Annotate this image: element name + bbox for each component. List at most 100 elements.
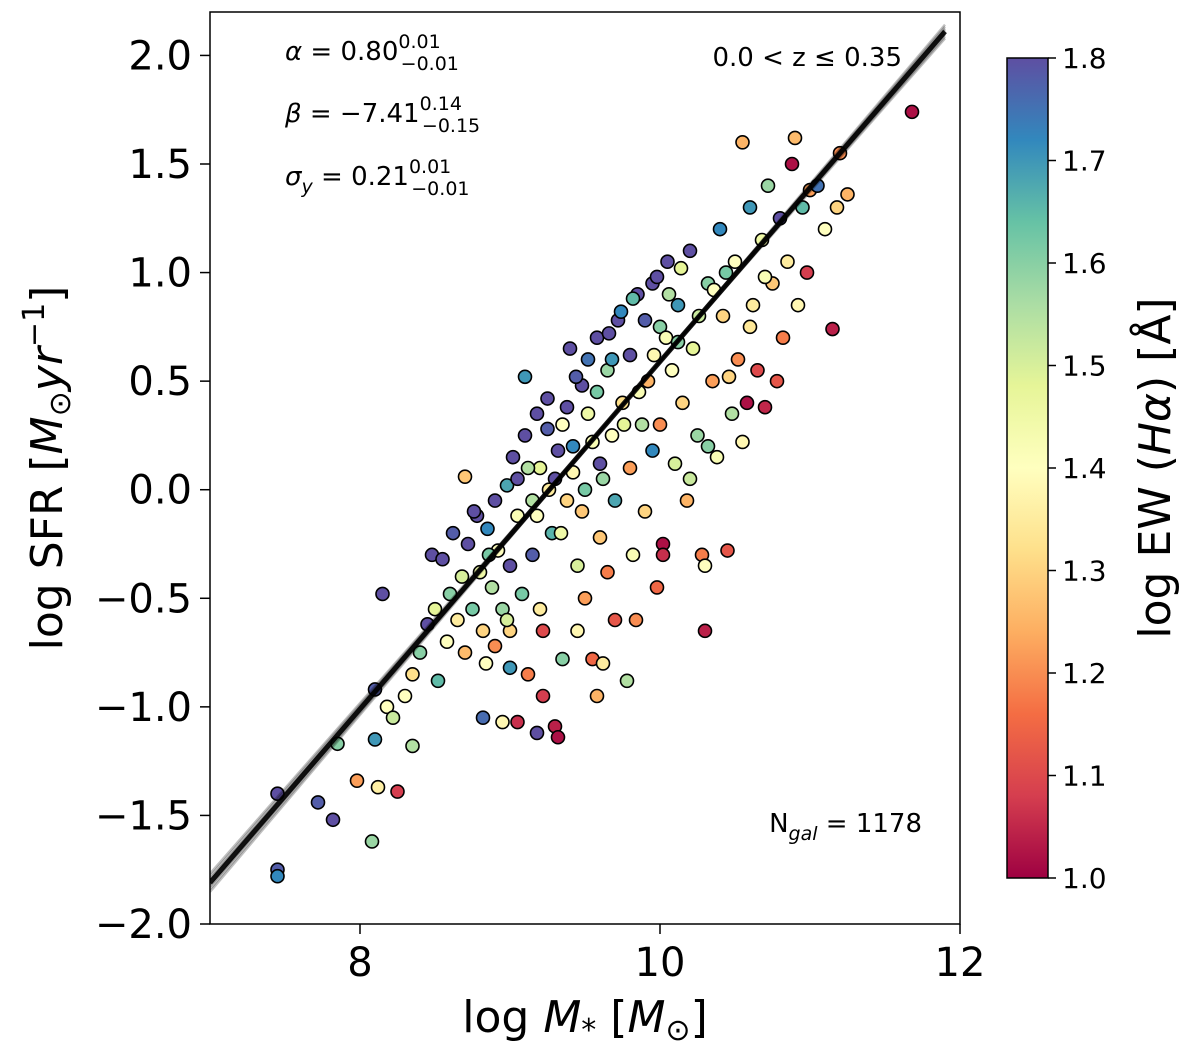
data-point — [529, 508, 545, 524]
data-point — [568, 369, 584, 385]
data-point — [529, 725, 545, 741]
redshift-annotation: 0.0 < z ≤ 0.35 — [712, 43, 902, 73]
data-point — [445, 525, 461, 541]
data-point — [705, 373, 720, 389]
data-point — [709, 449, 725, 465]
data-point — [589, 688, 605, 704]
data-point — [529, 406, 545, 422]
data-point — [673, 260, 689, 276]
data-point — [739, 395, 755, 411]
data-point — [600, 564, 615, 580]
data-point — [517, 428, 533, 443]
data-point — [619, 673, 635, 689]
data-point — [592, 456, 608, 471]
fit-line-sample — [210, 29, 947, 885]
data-point — [675, 395, 690, 411]
colorbar-tick-label: 1.5 — [1062, 350, 1107, 383]
data-point — [817, 221, 833, 237]
data-point — [780, 254, 795, 270]
data-point — [520, 666, 536, 682]
colorbar-tick-label: 1.6 — [1062, 247, 1107, 280]
data-point — [589, 330, 605, 346]
data-point — [375, 586, 390, 602]
data-point — [742, 200, 758, 215]
data-point — [517, 369, 533, 385]
data-point — [370, 779, 386, 795]
data-point — [502, 660, 518, 676]
beta-annotation: β = −7.410.14 −0.15 — [284, 93, 480, 137]
data-point — [799, 265, 815, 280]
x-axis-label: log M* [M⊙] — [462, 992, 707, 1048]
data-point — [652, 319, 668, 335]
y-tick-label: 0.5 — [128, 359, 192, 405]
fit-lines — [210, 23, 947, 893]
data-point — [637, 504, 653, 519]
data-point — [784, 156, 800, 172]
sigma-annotation: σy = 0.210.01 −0.01 — [285, 156, 470, 200]
data-point — [700, 438, 716, 454]
data-point — [574, 504, 590, 519]
data-point — [607, 493, 623, 508]
data-point — [385, 710, 401, 726]
data-point — [553, 525, 569, 541]
y-axis-label: log SFR [M⊙yr−1] — [17, 286, 78, 651]
data-point — [405, 738, 420, 754]
data-point — [559, 399, 575, 415]
y-tick-label: 2.0 — [128, 33, 192, 79]
data-point — [775, 330, 791, 346]
data-point — [622, 347, 638, 363]
data-point — [540, 421, 555, 437]
data-point — [454, 569, 470, 584]
data-point — [510, 471, 525, 487]
scatter-points — [270, 104, 920, 884]
fit-annotations: α = 0.800.01 −0.01 β = −7.410.14 −0.15 σy … — [284, 31, 922, 845]
y-tick-label: 1.5 — [128, 142, 192, 188]
data-point — [601, 326, 617, 341]
data-point — [502, 558, 518, 574]
y-tick-label: −1.0 — [95, 685, 192, 731]
data-point — [604, 428, 620, 443]
data-point — [499, 478, 515, 493]
colorbar-tick-label: 1.0 — [1062, 862, 1107, 895]
data-point — [690, 428, 705, 443]
data-point — [505, 449, 521, 465]
data-point — [390, 784, 405, 799]
data-point — [510, 714, 525, 730]
data-point — [720, 543, 735, 558]
colorbar-label: log EW (Hα) [Å] — [1128, 297, 1181, 638]
y-tick-label: −2.0 — [95, 902, 192, 948]
data-point — [450, 612, 465, 628]
data-point — [735, 134, 750, 150]
data-point — [270, 868, 285, 884]
x-tick-label: 10 — [635, 940, 686, 986]
alpha-annotation: α = 0.800.01 −0.01 — [285, 31, 459, 75]
data-point — [499, 612, 515, 628]
data-point — [514, 586, 530, 602]
data-point — [595, 656, 611, 671]
data-point — [349, 773, 365, 788]
data-point — [649, 580, 665, 595]
data-point — [412, 645, 428, 660]
data-point — [397, 688, 413, 704]
data-point — [670, 297, 686, 313]
data-point — [634, 417, 650, 432]
fit-line-sample — [210, 25, 946, 890]
data-point — [405, 666, 420, 682]
data-point — [649, 269, 665, 285]
data-point — [712, 221, 728, 237]
data-point — [628, 612, 644, 628]
data-point — [465, 601, 480, 617]
data-point — [724, 406, 740, 422]
data-point — [559, 493, 575, 508]
data-point — [735, 434, 750, 450]
data-point — [520, 460, 536, 476]
data-point — [364, 834, 380, 849]
x-axis: 8 10 12 — [347, 924, 985, 986]
data-point — [622, 460, 638, 476]
data-point — [487, 493, 503, 508]
data-point — [825, 321, 840, 337]
data-point — [480, 521, 495, 537]
data-point — [721, 369, 737, 385]
data-point — [604, 352, 620, 367]
